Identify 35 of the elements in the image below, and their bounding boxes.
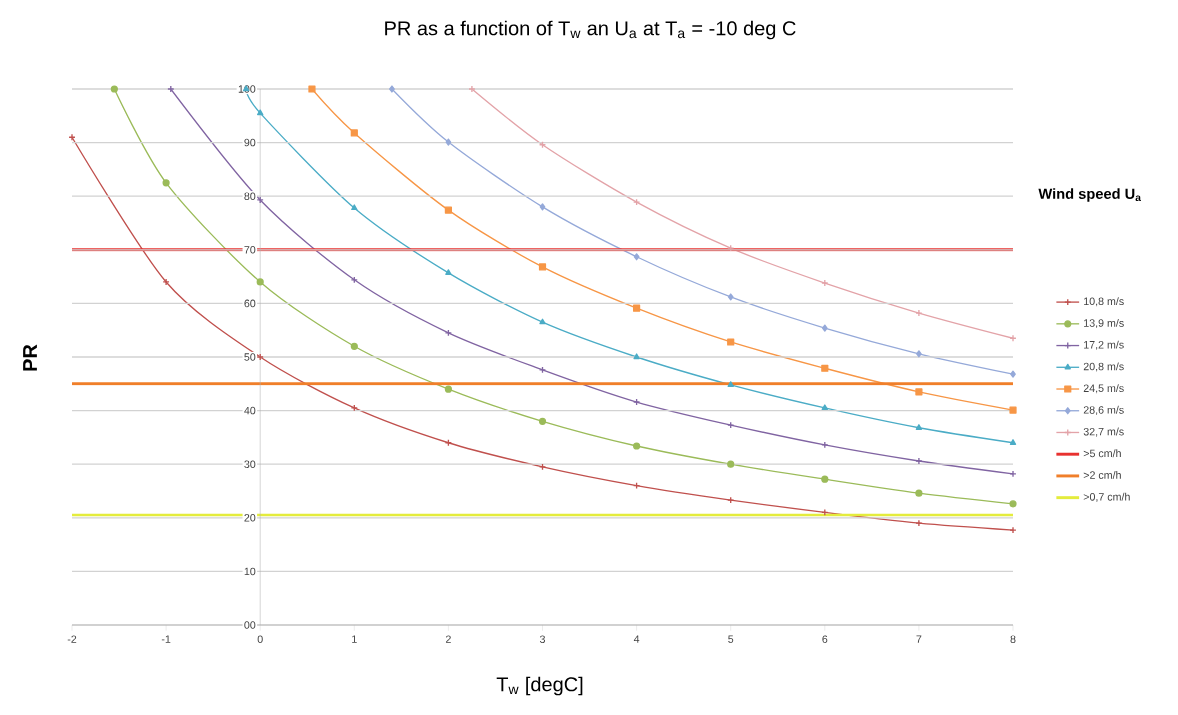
y-tick-label: 80 bbox=[244, 192, 256, 200]
x-tick-label: -1 bbox=[161, 635, 171, 643]
x-tick-label: 8 bbox=[1010, 635, 1016, 643]
y-tick-label: 30 bbox=[244, 460, 256, 468]
y-tick-label: 50 bbox=[244, 353, 256, 361]
x-tick-label: 6 bbox=[822, 635, 828, 643]
legend-title: Wind speed U$_{a}$ bbox=[1038, 188, 1142, 202]
x-tick-label: 1 bbox=[352, 635, 357, 643]
legend-label: 32,7 m/s bbox=[1083, 427, 1124, 437]
y-tick-label: 20 bbox=[244, 514, 256, 522]
legend-label: 10,8 m/s bbox=[1084, 297, 1124, 307]
y-tick-label: 10 bbox=[244, 567, 256, 576]
y-tick-label: 40 bbox=[244, 406, 256, 415]
legend-label: 17,2 m/s bbox=[1084, 340, 1124, 350]
x-tick-label: -2 bbox=[67, 635, 77, 643]
y-tick-label: 90 bbox=[244, 138, 256, 147]
x-tick-label: 7 bbox=[916, 635, 922, 643]
x-tick-label: 4 bbox=[633, 635, 640, 643]
y-tick-label: 00 bbox=[244, 621, 256, 629]
legend-label: >0,7 cm/h bbox=[1083, 492, 1130, 502]
x-tick-label: 5 bbox=[728, 635, 734, 643]
legend-label: 24,5 m/s bbox=[1083, 384, 1124, 394]
y-tick-label: 70 bbox=[244, 246, 256, 254]
legend-label: >2 cm/h bbox=[1083, 471, 1121, 479]
legend-label: 28,6 m/s bbox=[1083, 405, 1124, 415]
legend-label: >5 cm/h bbox=[1083, 449, 1121, 458]
legend-label: 20,8 m/s bbox=[1083, 362, 1124, 372]
x-tick-label: 0 bbox=[257, 635, 263, 643]
chart-title: PR as a function of T$_{w}$ an U$_{a}$ at T$_{a}$ = -10 deg C bbox=[385, 20, 796, 40]
x-tick-label: 2 bbox=[445, 635, 451, 643]
y-tick-label: 60 bbox=[244, 299, 256, 308]
x-axis-title: T$_{w}$ [degC] bbox=[496, 676, 583, 696]
x-tick-label: 3 bbox=[539, 635, 545, 643]
legend-label: 13,9 m/s bbox=[1084, 318, 1124, 329]
y-axis-title: PR bbox=[23, 344, 37, 371]
